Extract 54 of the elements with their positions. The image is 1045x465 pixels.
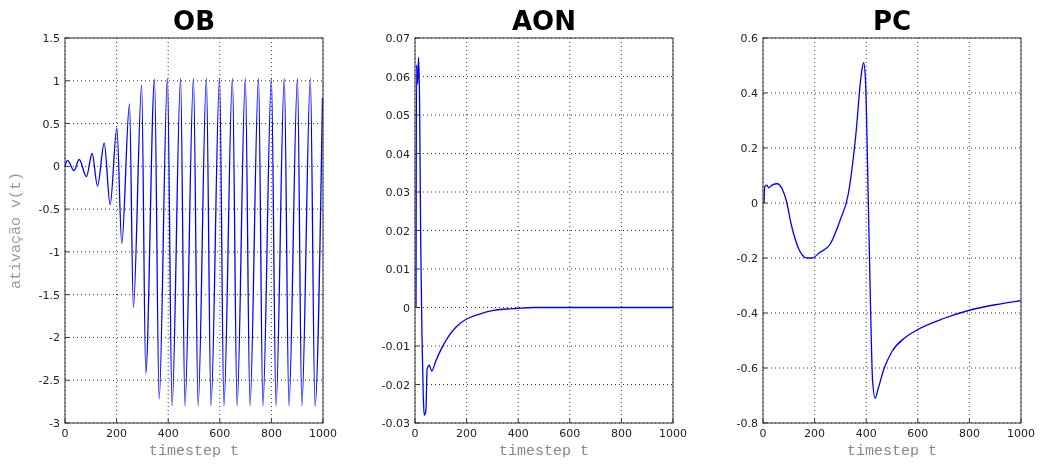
y-tick-label: 0.2 [740,142,758,155]
y-tick-label: 0.5 [42,117,60,131]
x-tick-label: 600 [907,427,929,440]
y-tick-label: 0.04 [385,147,410,161]
x-tick-label: 1000 [309,427,337,440]
y-tick-label: -0.8 [736,417,758,430]
chart-title: AON [512,6,576,36]
x-tick-label: 400 [855,427,877,440]
y-tick-label: 0.07 [385,32,410,45]
y-tick-label: 0.6 [740,32,758,45]
y-tick-label: -0.03 [381,417,410,430]
x-tick-label: 200 [456,427,478,440]
line-series [64,77,324,407]
y-tick-label: -0.4 [736,307,758,320]
line-series [763,62,1022,399]
x-tick-label: 600 [209,427,231,440]
chart-title: OB [173,6,215,36]
y-tick-label: -1.5 [38,288,60,302]
x-tick-label: 800 [260,427,282,440]
y-tick-label: 0.05 [385,109,410,122]
y-tick-label: -0.6 [736,362,758,375]
y-tick-label: 0 [751,197,758,210]
x-tick-label: 800 [610,427,632,440]
y-tick-label: 1.5 [42,32,60,45]
y-tick-label: 0.4 [740,87,758,100]
y-tick-label: 0 [53,160,60,174]
y-tick-label: -2 [49,331,60,345]
x-tick-label: 0 [411,427,419,440]
y-tick-label: 0.03 [385,186,410,199]
y-tick-label: -0.01 [381,340,410,353]
line-series [415,56,674,416]
x-tick-label: 1000 [1007,427,1035,440]
y-tick-label: -2.5 [38,374,60,388]
x-tick-label: 200 [106,427,128,440]
y-tick-label: -0.5 [38,203,60,217]
x-tick-label: 400 [507,427,529,440]
y-tick-label: -3 [49,417,60,430]
y-tick-label: -1 [49,245,60,259]
x-tick-label: 400 [157,427,179,440]
x-tick-label: 600 [559,427,581,440]
y-tick-label: 1 [53,74,60,88]
y-tick-label: 0.01 [385,263,410,276]
y-tick-label: 0.06 [385,70,410,84]
y-tick-label: 0.02 [385,224,410,238]
x-tick-label: 0 [759,427,767,440]
y-tick-label: -0.02 [381,378,410,392]
y-tick-label: 0 [403,301,410,315]
chart-title: PC [872,6,912,36]
y-tick-label: -0.2 [736,252,758,265]
x-tick-label: 1000 [659,427,687,440]
x-tick-label: 0 [61,427,69,440]
x-tick-label: 800 [958,427,980,440]
y-axis-title: ativação v(t) [8,171,25,290]
x-tick-label: 200 [804,427,826,440]
